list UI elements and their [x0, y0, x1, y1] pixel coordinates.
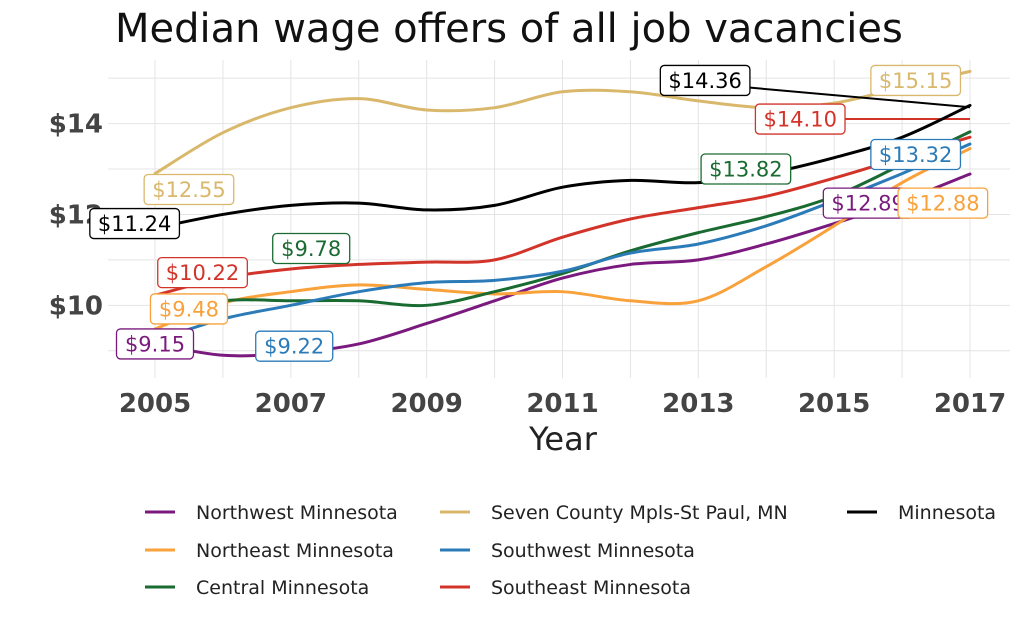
- series-line-northeast-minnesota: [153, 147, 972, 331]
- series-lines: [153, 69, 972, 358]
- label-leader-line: [745, 86, 971, 109]
- data-label: $9.22: [264, 335, 324, 359]
- data-label-box: [255, 330, 334, 362]
- series-line-minnesota: [153, 103, 972, 230]
- data-label-box: [870, 64, 962, 97]
- y-tick-label: $14: [49, 110, 103, 140]
- data-label: $10.22: [166, 261, 239, 285]
- y-axis-ticks: $10$12$14: [49, 110, 103, 322]
- data-label: $11.24: [98, 212, 171, 236]
- x-tick-label: 2007: [255, 389, 327, 419]
- legend-label: Northwest Minnesota: [196, 502, 398, 524]
- x-tick-label: 2017: [934, 389, 1006, 419]
- data-label: $12.89: [831, 192, 904, 216]
- data-label-box: [700, 153, 792, 185]
- data-label-box: [659, 64, 751, 97]
- data-label-box: [157, 256, 248, 289]
- data-label-box: [143, 173, 235, 206]
- x-axis-ticks: 2005 2007 2009 2011 2013 2015 2017: [119, 389, 1006, 419]
- data-label-box: [149, 293, 229, 325]
- x-tick-label: 2013: [662, 389, 734, 419]
- data-label: $9.48: [159, 297, 219, 321]
- data-label: $12.88: [906, 192, 979, 216]
- data-label-box: [754, 103, 846, 135]
- legend-label: Southwest Minnesota: [491, 540, 695, 562]
- data-label: $13.32: [879, 143, 952, 167]
- data-label: $14.36: [668, 69, 741, 93]
- data-label: $9.15: [125, 332, 185, 356]
- data-label-box: [115, 328, 195, 360]
- series-line-southeast-minnesota: [153, 135, 972, 297]
- legend-label: Central Minnesota: [196, 577, 369, 599]
- x-axis-label: Year: [528, 420, 598, 458]
- x-tick-label: 2011: [526, 389, 598, 419]
- y-tick-label: $10: [49, 291, 103, 321]
- data-label: $14.10: [763, 108, 836, 132]
- data-label-box: [272, 232, 351, 265]
- data-labels: $9.15 $12.89 $9.48 $12.88 $9.78 $13.82 $12.55 $…: [89, 64, 989, 362]
- legend-label: Southeast Minnesota: [491, 577, 691, 599]
- legend-label: Minnesota: [898, 502, 996, 524]
- data-label: $15.15: [879, 69, 952, 93]
- legend-label: Northeast Minnesota: [196, 540, 394, 562]
- data-label-box: [897, 187, 989, 219]
- chart-title: Median wage offers of all job vacancies: [115, 6, 903, 52]
- data-label: $12.55: [152, 178, 225, 202]
- legend-label: Seven County Mpls-St Paul, MN: [491, 502, 788, 524]
- series-line-seven-county-mpls-st-paul-mn: [153, 69, 972, 176]
- x-tick-label: 2005: [119, 389, 191, 419]
- data-label-box: [870, 138, 962, 171]
- data-label: $9.78: [281, 237, 341, 261]
- x-tick-label: 2009: [390, 389, 462, 419]
- data-label: $13.82: [709, 158, 782, 182]
- grid-lines: [108, 60, 1010, 378]
- x-tick-label: 2015: [798, 389, 870, 419]
- data-label-box: [89, 207, 181, 240]
- legend: Northwest Minnesota Northeast Minnesota Ce…: [145, 502, 996, 599]
